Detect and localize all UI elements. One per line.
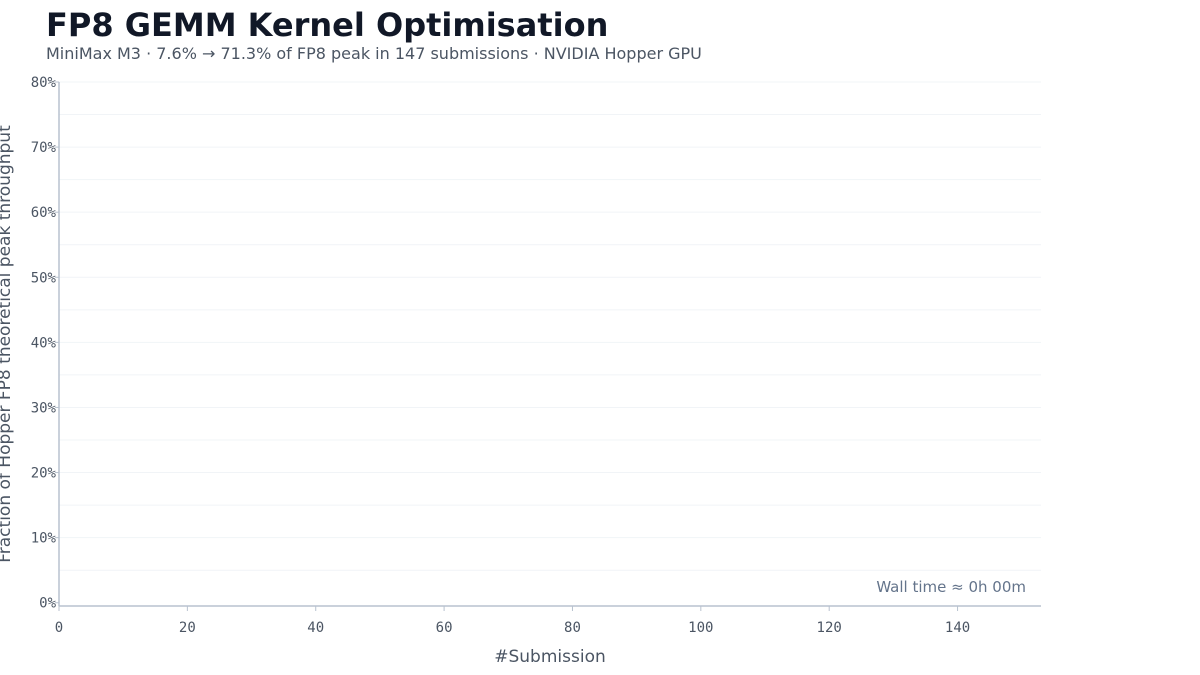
chart-title: FP8 GEMM Kernel Optimisation: [46, 6, 609, 44]
chart-subtitle: MiniMax M3 · 7.6% → 71.3% of FP8 peak in…: [46, 44, 702, 63]
x-axis-title: #Submission: [494, 647, 606, 667]
wall-time-annotation: Wall time ≈ 0h 00m: [876, 578, 1026, 596]
x-tick-label: 80: [564, 620, 581, 636]
x-tick-label: 20: [179, 620, 196, 636]
grid-lines: [59, 81, 1041, 571]
y-tick-label: 10%: [31, 531, 57, 547]
y-tick-label: 0%: [39, 596, 56, 612]
x-tick-label: 140: [945, 620, 970, 636]
axes: [58, 82, 1041, 607]
x-tick-label: 40: [307, 620, 324, 636]
y-tick-label: 30%: [31, 400, 57, 416]
y-axis-title: Fraction of Hopper FP8 theoretical peak …: [0, 125, 15, 563]
y-axis-ticks: 0% 10% 20% 30% 40% 50% 60% 70% 80%: [31, 75, 59, 612]
x-tick-label: 120: [817, 620, 842, 636]
x-axis-ticks: 0 20 40 60 80 100 120 140: [55, 606, 970, 636]
y-tick-label: 60%: [31, 205, 57, 221]
x-tick-label: 100: [688, 620, 713, 636]
x-tick-label: 0: [55, 620, 63, 636]
x-tick-label: 60: [436, 620, 453, 636]
y-tick-label: 20%: [31, 466, 57, 482]
y-tick-label: 70%: [31, 140, 57, 156]
y-tick-label: 80%: [31, 75, 57, 91]
y-tick-label: 40%: [31, 335, 57, 351]
y-tick-label: 50%: [31, 270, 57, 286]
